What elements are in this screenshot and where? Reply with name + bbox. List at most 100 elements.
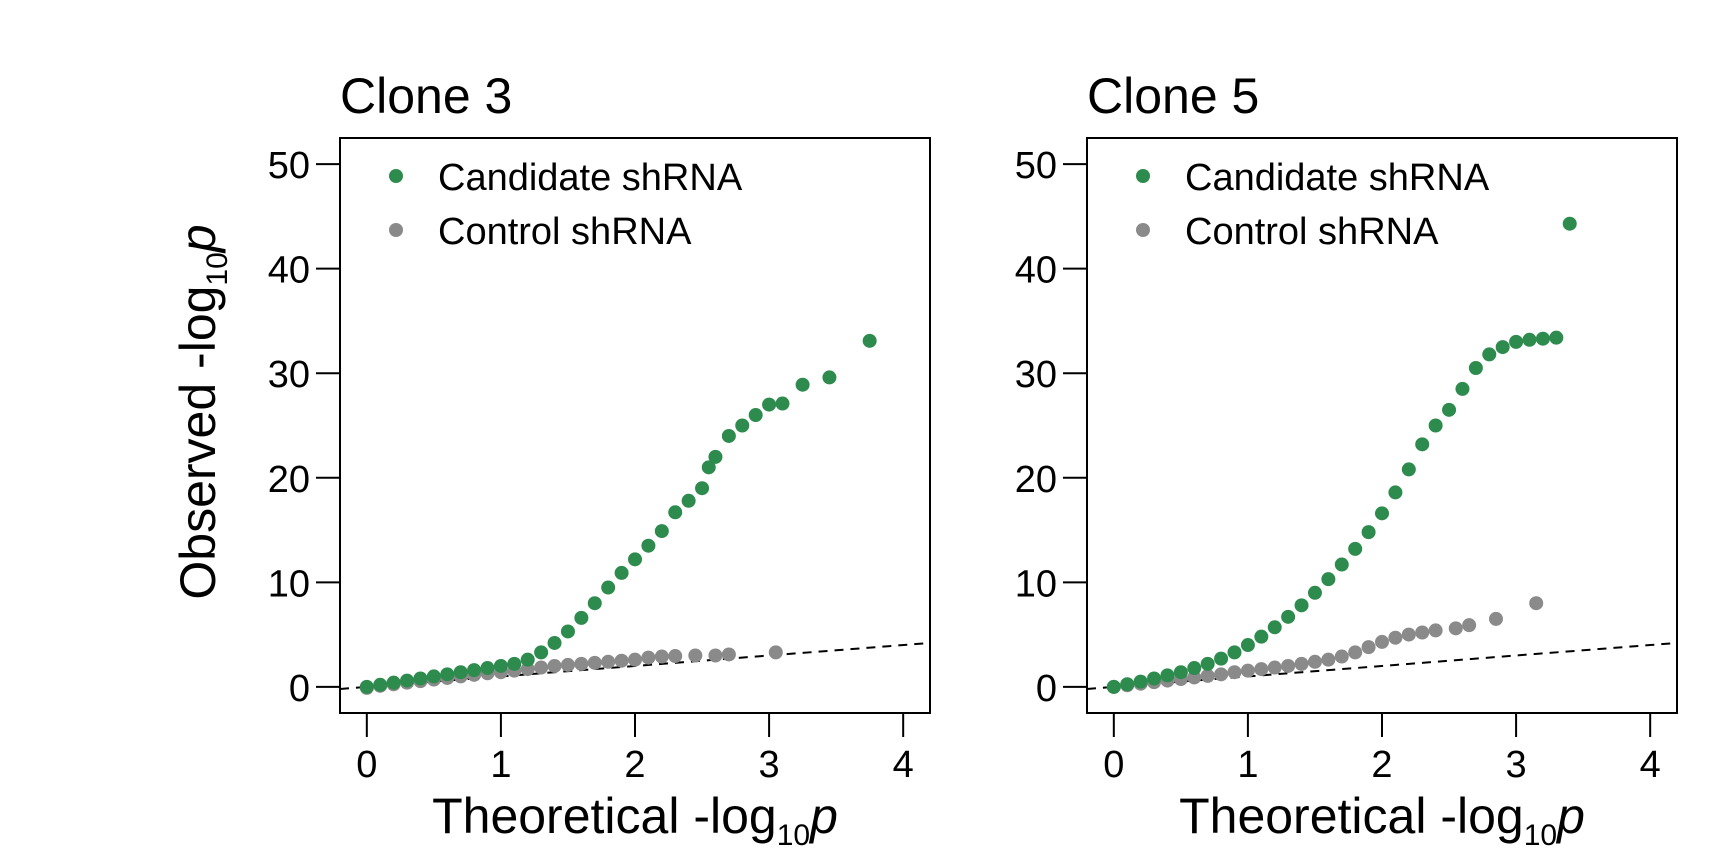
x-axis-label: Theoretical -log10p <box>432 788 838 852</box>
data-point <box>862 333 877 348</box>
data-point <box>1200 668 1215 683</box>
data-point <box>1173 665 1188 680</box>
data-point <box>735 418 750 433</box>
data-point <box>768 645 783 660</box>
data-point <box>1348 541 1363 556</box>
data-point <box>480 661 495 676</box>
data-point <box>614 565 629 580</box>
y-tick-label: 30 <box>1015 354 1057 396</box>
data-point <box>1254 662 1269 677</box>
x-axis-label-subscript: 10 <box>777 819 810 852</box>
data-point <box>1267 620 1282 635</box>
legend-control-label: Control shRNA <box>1185 211 1439 253</box>
y-axis-label: Observed -log10p <box>170 224 234 599</box>
data-point <box>1160 668 1175 683</box>
data-point <box>1361 640 1376 655</box>
data-point <box>1428 418 1443 433</box>
data-point <box>721 428 736 443</box>
data-point <box>1375 506 1389 521</box>
data-point <box>547 635 562 650</box>
panel-clone-5: Clone 5 0 10 20 30 40 50 0 1 2 3 4 Candidate shRN… <box>1015 68 1678 852</box>
y-tick-label: 10 <box>268 563 310 605</box>
data-point <box>1495 340 1510 355</box>
data-point <box>534 660 549 675</box>
data-point <box>507 656 522 671</box>
x-tick-label: 4 <box>1640 744 1661 786</box>
y-tick-label: 0 <box>1036 668 1057 710</box>
candidate-series <box>359 333 877 694</box>
data-point <box>587 596 602 611</box>
data-point <box>1214 651 1229 666</box>
data-point <box>1307 654 1322 669</box>
panel-title: Clone 5 <box>1087 68 1259 124</box>
data-point <box>1147 671 1162 686</box>
data-point <box>1294 656 1309 671</box>
x-axis-label-p: p <box>1555 788 1585 844</box>
legend: Candidate shRNA Control shRNA <box>389 157 743 253</box>
data-point <box>1462 618 1477 633</box>
data-point <box>1535 331 1550 346</box>
y-axis-label-main: Observed -log <box>170 286 226 600</box>
data-point <box>1468 361 1483 375</box>
data-point <box>1522 332 1537 347</box>
x-tick-label: 2 <box>1371 744 1392 786</box>
data-point <box>654 649 669 664</box>
panel-clone-3: Clone 3 0 10 20 30 40 50 0 1 2 3 4 Candidate shRN… <box>268 68 931 852</box>
x-tick-label: 4 <box>893 744 914 786</box>
data-point <box>1120 677 1135 692</box>
data-point <box>1388 630 1403 645</box>
data-point <box>1227 645 1242 660</box>
y-tick-label: 0 <box>289 668 310 710</box>
x-axis-label-main: Theoretical -log <box>432 788 777 844</box>
y-axis-label-p: p <box>170 224 226 254</box>
data-point <box>1334 649 1349 664</box>
x-tick-label: 1 <box>490 744 511 786</box>
data-point <box>641 650 656 665</box>
data-point <box>534 645 549 660</box>
data-point <box>1200 656 1215 671</box>
data-point <box>762 397 777 412</box>
data-point <box>775 396 790 411</box>
data-point <box>601 580 616 595</box>
data-point <box>708 648 723 663</box>
legend-candidate-marker <box>389 169 403 183</box>
data-point <box>1240 638 1255 653</box>
data-point <box>1267 660 1282 675</box>
y-tick-label: 20 <box>1015 459 1057 501</box>
plot-frame <box>339 137 931 714</box>
data-point <box>1361 525 1376 540</box>
data-point <box>1106 679 1121 694</box>
data-point <box>1401 462 1416 477</box>
data-point <box>688 648 703 663</box>
legend-control-label: Control shRNA <box>438 211 692 253</box>
x-axis-label-main: Theoretical -log <box>1179 788 1524 844</box>
data-point <box>547 658 562 673</box>
data-point <box>668 649 683 664</box>
data-point <box>413 671 428 686</box>
data-point <box>1482 347 1497 362</box>
data-point <box>641 538 656 553</box>
candidate-series <box>1106 216 1577 694</box>
y-axis-label-subscript: 10 <box>201 252 234 285</box>
data-point <box>708 449 723 464</box>
data-point <box>1562 216 1577 231</box>
data-point <box>822 370 837 385</box>
data-point <box>695 481 710 496</box>
data-point <box>1415 625 1430 640</box>
data-point <box>1321 652 1336 667</box>
y-tick-label: 20 <box>268 459 310 501</box>
data-point <box>1529 596 1544 611</box>
x-tick-label: 0 <box>356 744 377 786</box>
data-point <box>654 524 669 539</box>
data-point <box>560 624 575 639</box>
data-point <box>1281 609 1296 624</box>
panel-title: Clone 3 <box>340 68 512 124</box>
y-axis: 0 10 20 30 40 50 <box>268 145 340 710</box>
legend: Candidate shRNA Control shRNA <box>1136 157 1490 253</box>
data-point <box>1375 634 1389 649</box>
data-point <box>1455 381 1470 396</box>
y-tick-label: 10 <box>1015 563 1057 605</box>
data-point <box>628 652 642 667</box>
data-point <box>1401 627 1416 642</box>
